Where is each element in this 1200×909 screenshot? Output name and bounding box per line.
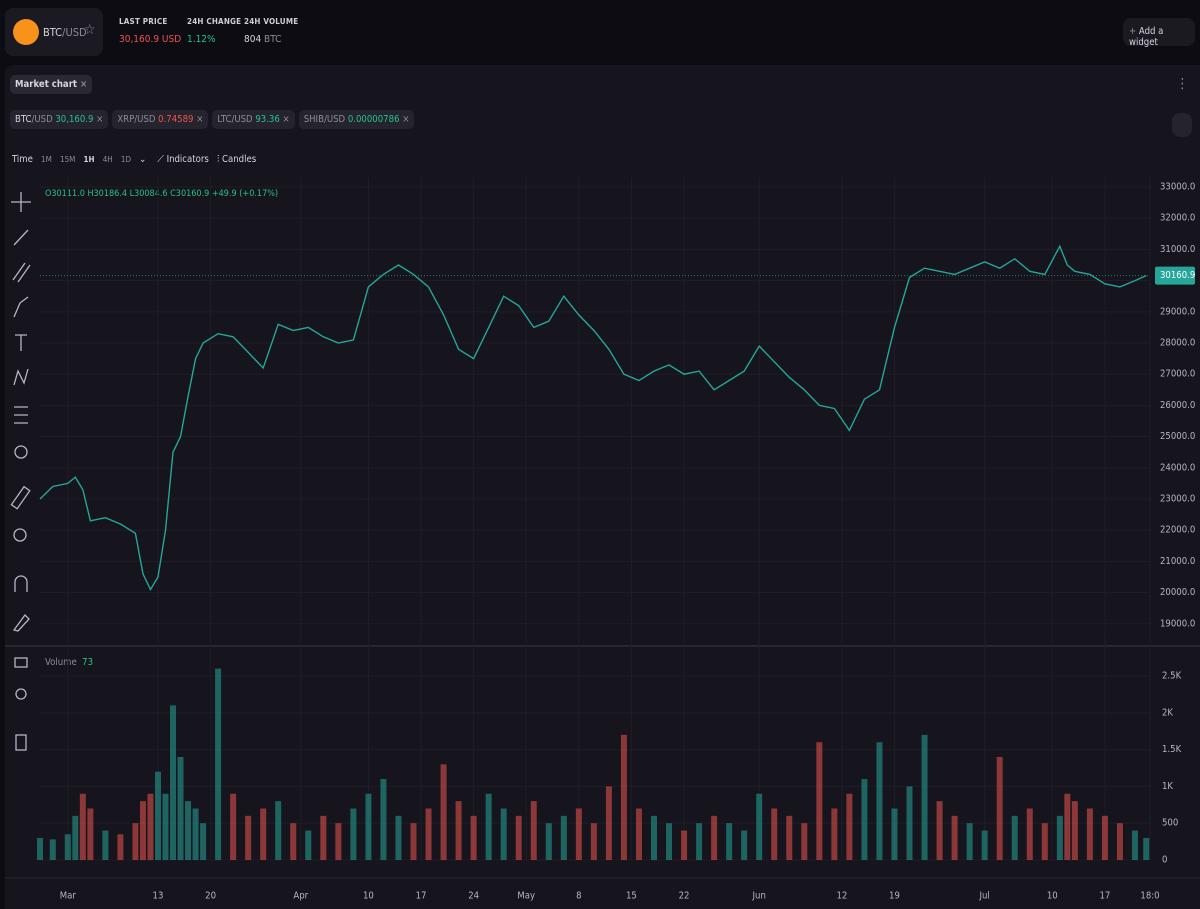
zoom-tool[interactable] [13,528,27,542]
symbol-card[interactable]: BTC/USD ☆ [5,8,103,56]
delete-tool[interactable] [15,734,27,751]
stat-value: 804 [244,34,262,45]
ticker-base: XRP [117,114,135,125]
add-widget-button[interactable]: + Add a widget [1123,18,1195,48]
interval[interactable]: 1H [83,155,95,164]
ohlc-legend: O30111.0 H30186.4 L30084.6 C30160.9 +49.… [45,189,278,199]
ruler-tool[interactable] [10,485,31,510]
drawing-tools [10,192,31,751]
stat-value: 1.12% [187,34,216,45]
tab[interactable]: Market chart × [10,75,93,94]
favorite-star[interactable]: ☆ [84,22,96,38]
pattern-tool[interactable] [13,368,29,386]
menu-button[interactable]: ⋮ [1176,76,1189,92]
magnet-tool[interactable] [14,575,28,592]
interval[interactable]: 4H [102,155,113,164]
fib-tool[interactable] [14,406,28,424]
dropdown[interactable]: ⌄ [139,154,147,165]
ohlc-change: +49.9 (+0.17%) [211,189,279,199]
crosshair-tool[interactable] [11,192,31,212]
text-tool[interactable] [15,334,27,351]
stat-label: 24H CHANGE [187,17,242,26]
ticker-quote: /USD [31,114,53,125]
stat-unit: USD [161,34,182,45]
ticker-quote: /USD [134,114,156,125]
volume-legend: Volume 73 [45,657,93,668]
ohlc-open: O30111.0 [45,189,85,199]
indicators-label: Indicators [166,154,209,165]
ticker-base: BTC [15,114,32,125]
time-label: Time [12,154,33,165]
toolbar: Time 1M 15M 1H 4H 1D ⌄ ⟋ Indicators ⫶ Ca… [12,154,256,165]
emoji-tool[interactable] [14,445,28,459]
symbol: BTC/USD [43,26,87,39]
symbol-base: BTC [43,26,63,39]
stat-label: 24H VOLUME [244,17,299,26]
brush-tool[interactable] [13,296,29,318]
indicators-button[interactable]: ⟋ Indicators [157,154,209,165]
ticker-row: BTC/USD 30,160.9 × XRP/USD 0.74589 × LTC/U… [10,110,418,129]
ticker[interactable]: LTC/USD 93.36 × [212,110,295,129]
ticker[interactable]: SHIB/USD 0.00000786 × [298,110,415,129]
candles-button[interactable]: ⫶ Candles [216,154,257,165]
lock-tool[interactable] [14,657,28,668]
trendline-tool[interactable] [13,229,29,246]
ohlc-close: C30160.9 [170,189,210,199]
ticker-price: 0.00000786 [347,114,400,125]
volume-last: 73 [82,657,94,668]
ohlc-low: L30084.6 [129,189,168,199]
stat: 24H VOLUME 804 BTC [244,17,298,45]
lock-draw-tool[interactable] [12,614,30,632]
ticker[interactable]: BTC/USD 30,160.9 × [10,110,109,129]
ticker-quote: /USD [231,114,253,125]
candles-label: Candles [222,154,257,165]
ticker-base: LTC [217,114,232,125]
interval[interactable]: 1M [41,155,52,164]
stat-unit: BTC [264,34,282,45]
ticker[interactable]: XRP/USD 0.74589 × [112,110,209,129]
ticker-price: 30,160.9 [55,114,94,125]
ticker-quote: /USD [323,114,346,125]
interval[interactable]: 1D [120,155,131,164]
stat-value: 30,160.9 [119,34,160,45]
channel-tool[interactable] [12,262,31,283]
interval[interactable]: 15M [60,155,76,164]
tab-label: Market chart [15,79,77,90]
stat-label: LAST PRICE [119,17,168,26]
symbol-quote: /USD [62,26,87,39]
ticker-base: SHIB [303,114,324,125]
stat: LAST PRICE 30,160.9 USD [119,17,181,45]
add-widget-label: Add a widget [1129,26,1164,48]
btc-logo [13,19,39,45]
ohlc-high: H30186.4 [87,189,128,199]
ticker-price: 0.74589 [158,114,194,125]
ticker-price: 93.36 [255,114,280,125]
stat: 24H CHANGE 1.12% [187,17,241,45]
visibility-tool[interactable] [15,688,27,700]
expand-button[interactable] [1172,113,1192,137]
volume-title: Volume [45,657,77,668]
